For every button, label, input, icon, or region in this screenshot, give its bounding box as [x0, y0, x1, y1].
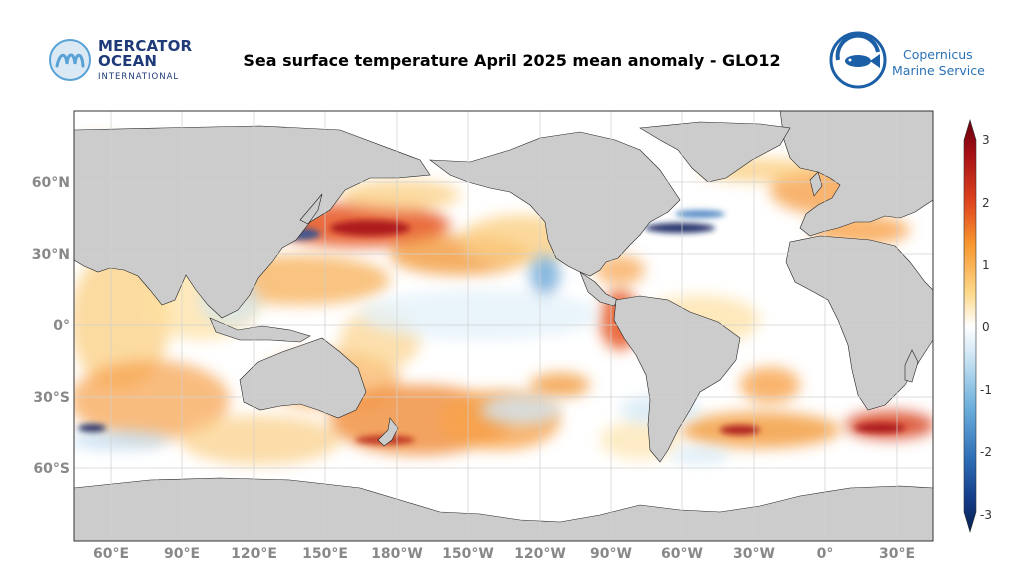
land-australia: [239, 337, 367, 419]
lat-label: 0°: [53, 318, 70, 334]
lat-label: 60°N: [32, 175, 70, 191]
colorbar-tick: -2: [980, 445, 992, 459]
lon-labels: 60°E 90°E 120°E 150°E 180°W 150°W 120°W …: [93, 546, 915, 562]
lon-label: 120°E: [231, 546, 277, 562]
lat-label: 30°S: [33, 390, 70, 406]
colorbar-tick: 0: [982, 320, 990, 334]
land-greenland: [639, 121, 791, 183]
colorbar-tick: 3: [982, 133, 990, 147]
colorbar: 3 2 1 0 -1 -2 -3: [963, 118, 992, 534]
lat-label: 60°S: [33, 461, 70, 477]
land-africa: [785, 235, 933, 411]
lon-label: 150°W: [442, 546, 494, 562]
lon-label: 150°E: [302, 546, 348, 562]
land-japan: [299, 193, 323, 225]
lon-label: 180°W: [371, 546, 423, 562]
lon-label: 90°W: [590, 546, 632, 562]
lon-label: 120°W: [514, 546, 566, 562]
land-masses: [74, 111, 933, 541]
land-indonesia: [209, 317, 311, 343]
lon-label: 90°E: [164, 546, 200, 562]
lon-label: 60°E: [93, 546, 129, 562]
map-frame: [73, 110, 934, 542]
colorbar-tick: -1: [980, 383, 992, 397]
graticule: [74, 111, 933, 541]
lat-labels: 60°N 30°N 0° 30°S 60°S: [32, 175, 70, 477]
land-uk: [809, 171, 823, 197]
land-asia: [74, 125, 431, 319]
land-south-america: [613, 295, 741, 463]
land-north-america: [429, 131, 681, 277]
colorbar-tick: 1: [982, 258, 990, 272]
copernicus-logo: Copernicus Marine Service: [828, 30, 988, 90]
land-europe: [779, 111, 933, 237]
lon-label: 30°W: [733, 546, 775, 562]
map-title: Sea surface temperature April 2025 mean …: [243, 51, 781, 70]
mercator-ocean-logo: MERCATOR OCEAN INTERNATIONAL: [48, 36, 198, 86]
lon-label: 60°W: [661, 546, 703, 562]
logo-text-international: INTERNATIONAL: [98, 72, 180, 82]
colorbar-tick: -3: [980, 508, 992, 522]
mercator-wave-icon: [49, 39, 91, 81]
logo-text-marine-service: Marine Service: [892, 63, 985, 78]
lat-label: 30°N: [32, 247, 70, 263]
lon-label: 0°: [817, 546, 834, 562]
map-area: [74, 111, 933, 541]
lon-label: 30°E: [879, 546, 915, 562]
colorbar-scale: [963, 118, 977, 534]
colorbar-tick: 2: [982, 196, 990, 210]
logo-text-ocean: OCEAN: [98, 52, 158, 70]
copernicus-fish-icon: [829, 31, 887, 89]
land-madagascar: [904, 349, 919, 383]
logo-text-mercator: MERCATOR: [98, 37, 193, 55]
sst-anomaly-extremes: [78, 210, 905, 445]
logo-text-copernicus: Copernicus: [903, 47, 973, 62]
land-new-zealand: [377, 417, 399, 447]
